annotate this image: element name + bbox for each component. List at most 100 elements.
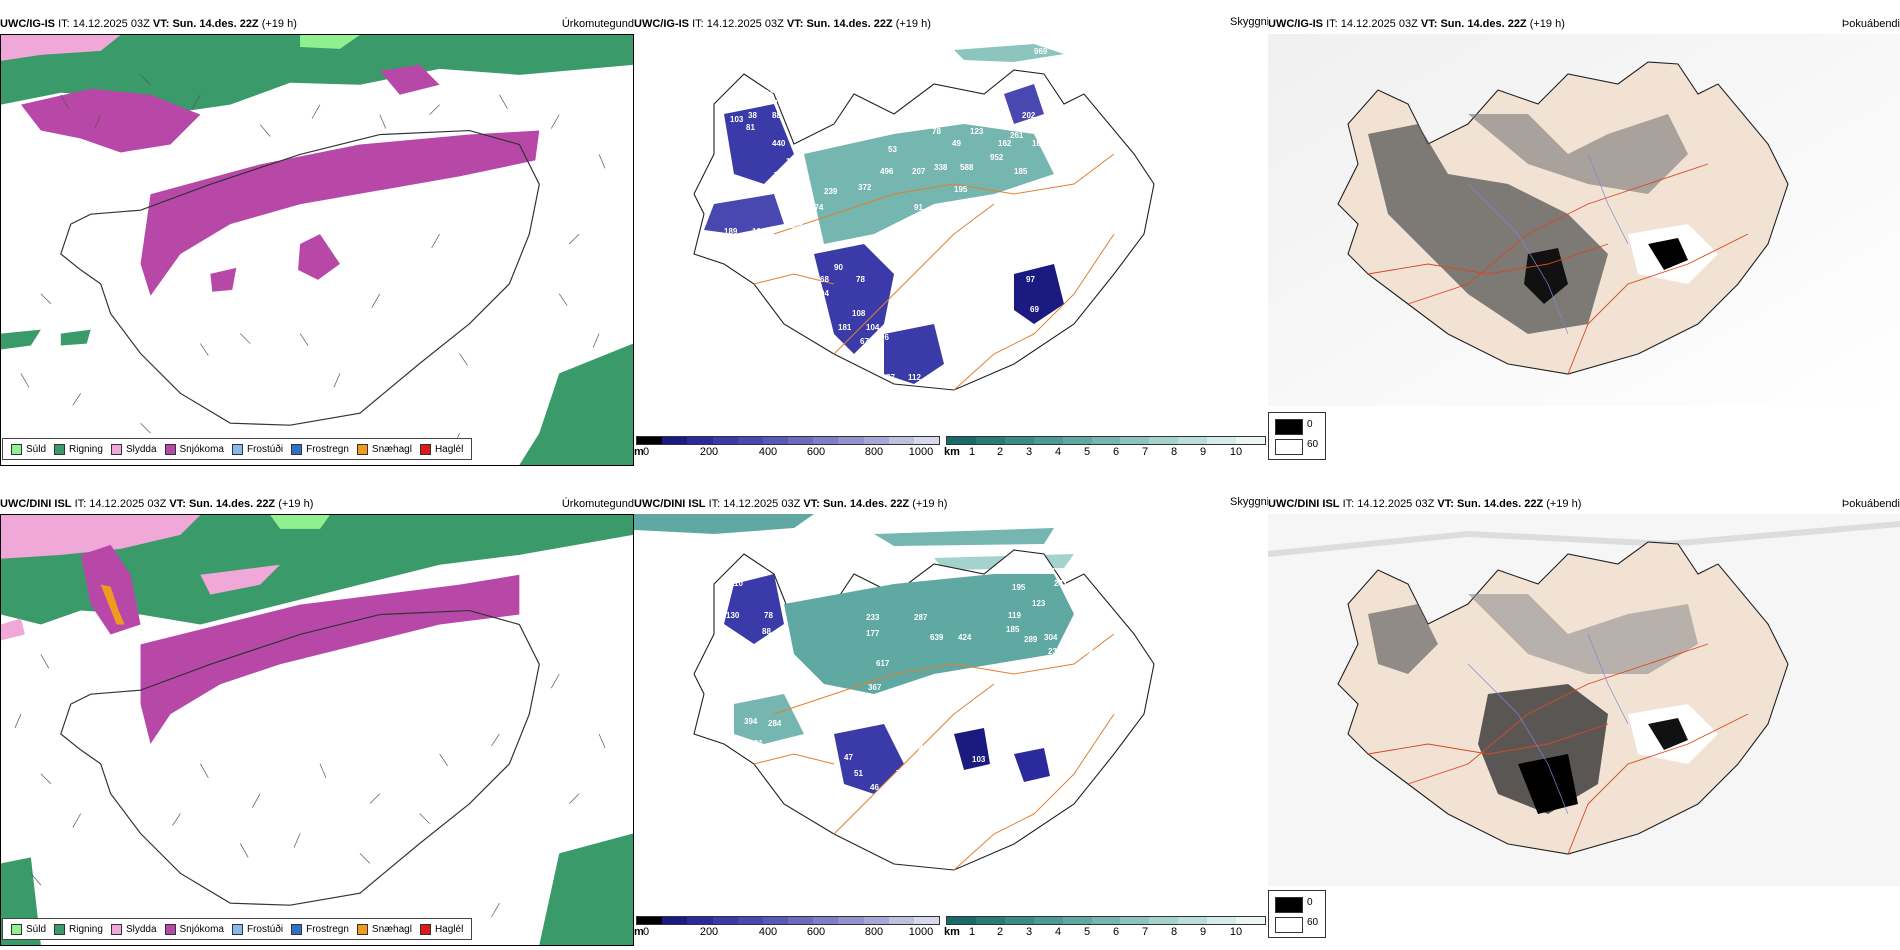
svg-text:189: 189	[778, 655, 792, 664]
valid-label: VT:	[803, 498, 820, 510]
svg-text:76: 76	[880, 333, 889, 342]
panel-title-right: Úrkomutegund	[561, 18, 634, 30]
fog-panel-bottom: UWC/DINI ISL IT: 14.12.2025 03Z VT: Sun.…	[1268, 494, 1900, 886]
svg-text:109: 109	[918, 763, 932, 772]
legend-item-sudl: Súld	[11, 923, 46, 935]
model-name: UWC/IG-IS	[0, 18, 55, 30]
issue-label: IT:	[708, 498, 721, 510]
panel-title: UWC/DINI ISL IT: 14.12.2025 03Z VT: Sun.…	[634, 494, 1268, 514]
fog-panel-top: UWC/IG-IS IT: 14.12.2025 03Z VT: Sun. 14…	[1268, 14, 1900, 406]
svg-text:181: 181	[838, 323, 852, 332]
legend-item-frostudi: Frostúði	[231, 443, 283, 455]
cloud-map-svg: 34 241 110 130 195 123 637 304 237 62 88…	[634, 514, 1268, 916]
valid-time: Sun. 14.des. 22Z	[806, 18, 893, 30]
svg-text:207: 207	[912, 167, 926, 176]
svg-text:189: 189	[724, 227, 738, 236]
svg-text:424: 424	[958, 633, 972, 642]
svg-text:287: 287	[914, 613, 928, 622]
legend-item-frostregn: Frostregn	[291, 923, 349, 935]
svg-text:155: 155	[790, 221, 804, 230]
svg-text:367: 367	[868, 683, 882, 692]
svg-text:157: 157	[774, 99, 788, 108]
svg-text:240: 240	[1090, 127, 1104, 136]
precip-type-panel-bottom: UWC/DINI ISL IT: 14.12.2025 03Z VT: Sun.…	[0, 494, 634, 946]
svg-text:90: 90	[834, 263, 843, 272]
panel-title: UWC/IG-IS IT: 14.12.2025 03Z VT: Sun. 14…	[0, 14, 634, 34]
legend-item-slydda: Slydda	[110, 443, 157, 455]
issue-time: 14.12.2025 03Z	[89, 498, 167, 510]
svg-text:49: 49	[952, 139, 961, 148]
svg-text:241: 241	[1054, 579, 1068, 588]
svg-text:143: 143	[774, 233, 788, 242]
svg-text:196: 196	[700, 237, 714, 246]
svg-text:338: 338	[934, 163, 948, 172]
precip-legend: Súld Rigning Slydda Snjókoma Frostúði Fr…	[2, 438, 473, 460]
fog-map	[1268, 514, 1900, 886]
svg-text:195: 195	[954, 185, 968, 194]
fog-key-bottom: 0 60	[1268, 890, 1326, 938]
svg-text:304: 304	[1044, 633, 1058, 642]
svg-text:617: 617	[876, 659, 890, 668]
svg-text:128: 128	[1062, 151, 1076, 160]
svg-text:88: 88	[772, 111, 781, 120]
cloud-map-svg: 969 40 307 82 103 1 131 154 157 38 88 81…	[634, 34, 1268, 436]
svg-text:440: 440	[772, 139, 786, 148]
svg-text:224: 224	[796, 685, 810, 694]
cloud-base-ticks: 0 200 400 600 800 1000	[642, 926, 934, 938]
svg-text:261: 261	[1010, 131, 1024, 140]
precip-map-svg	[1, 515, 633, 945]
svg-text:374: 374	[810, 203, 824, 212]
cloud-base-colorbar: 0 200 400 600 800 1000 m	[634, 436, 940, 462]
valid-label: VT:	[786, 18, 804, 30]
issue-label: IT:	[692, 18, 704, 30]
svg-text:78: 78	[932, 127, 941, 136]
svg-text:335: 335	[880, 127, 894, 136]
legend-item-rigning: Rigning	[54, 443, 103, 455]
svg-text:62: 62	[1084, 647, 1093, 656]
visibility-label-bottom: Skyggni	[1230, 496, 1270, 508]
svg-text:149: 149	[926, 719, 940, 728]
svg-text:394: 394	[744, 717, 758, 726]
svg-text:10: 10	[752, 227, 761, 236]
legend-item-haglel: Haglél	[419, 443, 463, 455]
visibility-label-top: Skyggni	[1230, 16, 1270, 28]
valid-label: VT:	[152, 18, 170, 30]
fog-map-svg	[1268, 34, 1900, 406]
svg-text:307: 307	[1054, 71, 1068, 80]
svg-text:163: 163	[1032, 139, 1046, 148]
svg-text:21: 21	[754, 739, 763, 748]
fog-map	[1268, 34, 1900, 406]
svg-text:38: 38	[748, 111, 757, 120]
valid-time: Sun. 14.des. 22Z	[1440, 18, 1527, 30]
precip-map	[0, 514, 634, 946]
svg-text:81: 81	[746, 123, 755, 132]
svg-text:1: 1	[754, 97, 759, 106]
svg-text:496: 496	[880, 167, 894, 176]
fog-map-svg	[1268, 514, 1900, 886]
panel-title-right: Úrkomutegund	[561, 498, 634, 510]
svg-text:112: 112	[908, 373, 921, 382]
lead-time: (+19 h)	[1529, 18, 1565, 30]
issue-time: 14.12.2025 03Z	[1340, 18, 1418, 30]
valid-label: VT:	[169, 498, 186, 510]
model-name: UWC/DINI ISL	[634, 498, 706, 510]
svg-text:68: 68	[820, 275, 829, 284]
legend-item-sudl: Súld	[11, 443, 46, 455]
cloud-map: 34 241 110 130 195 123 637 304 237 62 88…	[634, 514, 1268, 916]
svg-text:78: 78	[764, 611, 773, 620]
cloud-panel-top: UWC/IG-IS IT: 14.12.2025 03Z VT: Sun. 14…	[634, 14, 1268, 466]
svg-text:123: 123	[970, 127, 984, 136]
cloud-base-ticks: 0 200 400 600 800 1000	[642, 446, 934, 458]
svg-text:969: 969	[1034, 47, 1048, 56]
panel-title: UWC/IG-IS IT: 14.12.2025 03Z VT: Sun. 14…	[1268, 14, 1900, 34]
legend-item-haglel: Haglél	[419, 923, 463, 935]
svg-text:195: 195	[1012, 583, 1026, 592]
svg-text:154: 154	[760, 89, 774, 98]
svg-text:47: 47	[844, 753, 853, 762]
svg-text:34: 34	[1046, 567, 1055, 576]
legend-item-snjokoma: Snjókoma	[164, 443, 224, 455]
issue-label: IT:	[1342, 498, 1355, 510]
legend-item-frostudi: Frostúði	[231, 923, 283, 935]
svg-text:185: 185	[1014, 167, 1028, 176]
legend-item-snaehagl: Snæhagl	[356, 443, 412, 455]
